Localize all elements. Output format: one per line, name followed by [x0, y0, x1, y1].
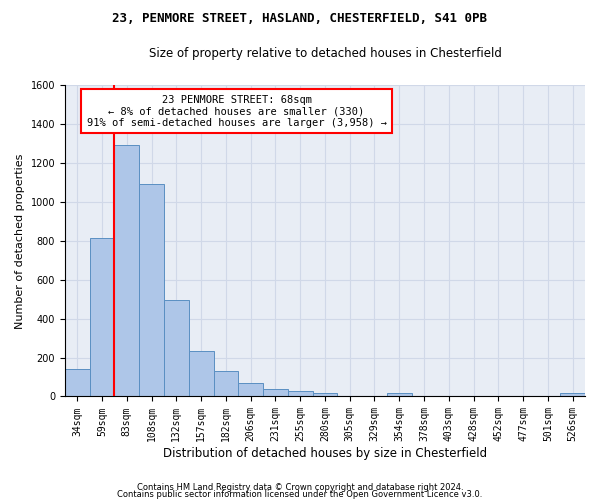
Bar	[164, 300, 189, 396]
Bar	[288, 391, 313, 396]
Bar	[263, 388, 288, 396]
Bar	[560, 393, 585, 396]
Text: 23, PENMORE STREET, HASLAND, CHESTERFIELD, S41 0PB: 23, PENMORE STREET, HASLAND, CHESTERFIEL…	[113, 12, 487, 26]
Bar	[115, 144, 139, 396]
Text: Contains public sector information licensed under the Open Government Licence v3: Contains public sector information licen…	[118, 490, 482, 499]
Bar	[89, 238, 115, 396]
Bar	[139, 184, 164, 396]
Bar	[238, 383, 263, 396]
Bar	[189, 351, 214, 397]
Text: 23 PENMORE STREET: 68sqm
← 8% of detached houses are smaller (330)
91% of semi-d: 23 PENMORE STREET: 68sqm ← 8% of detache…	[86, 94, 386, 128]
Title: Size of property relative to detached houses in Chesterfield: Size of property relative to detached ho…	[149, 48, 502, 60]
Bar	[387, 393, 412, 396]
Y-axis label: Number of detached properties: Number of detached properties	[15, 153, 25, 328]
Bar	[214, 371, 238, 396]
X-axis label: Distribution of detached houses by size in Chesterfield: Distribution of detached houses by size …	[163, 447, 487, 460]
Bar	[65, 369, 89, 396]
Text: Contains HM Land Registry data © Crown copyright and database right 2024.: Contains HM Land Registry data © Crown c…	[137, 484, 463, 492]
Bar	[313, 393, 337, 396]
